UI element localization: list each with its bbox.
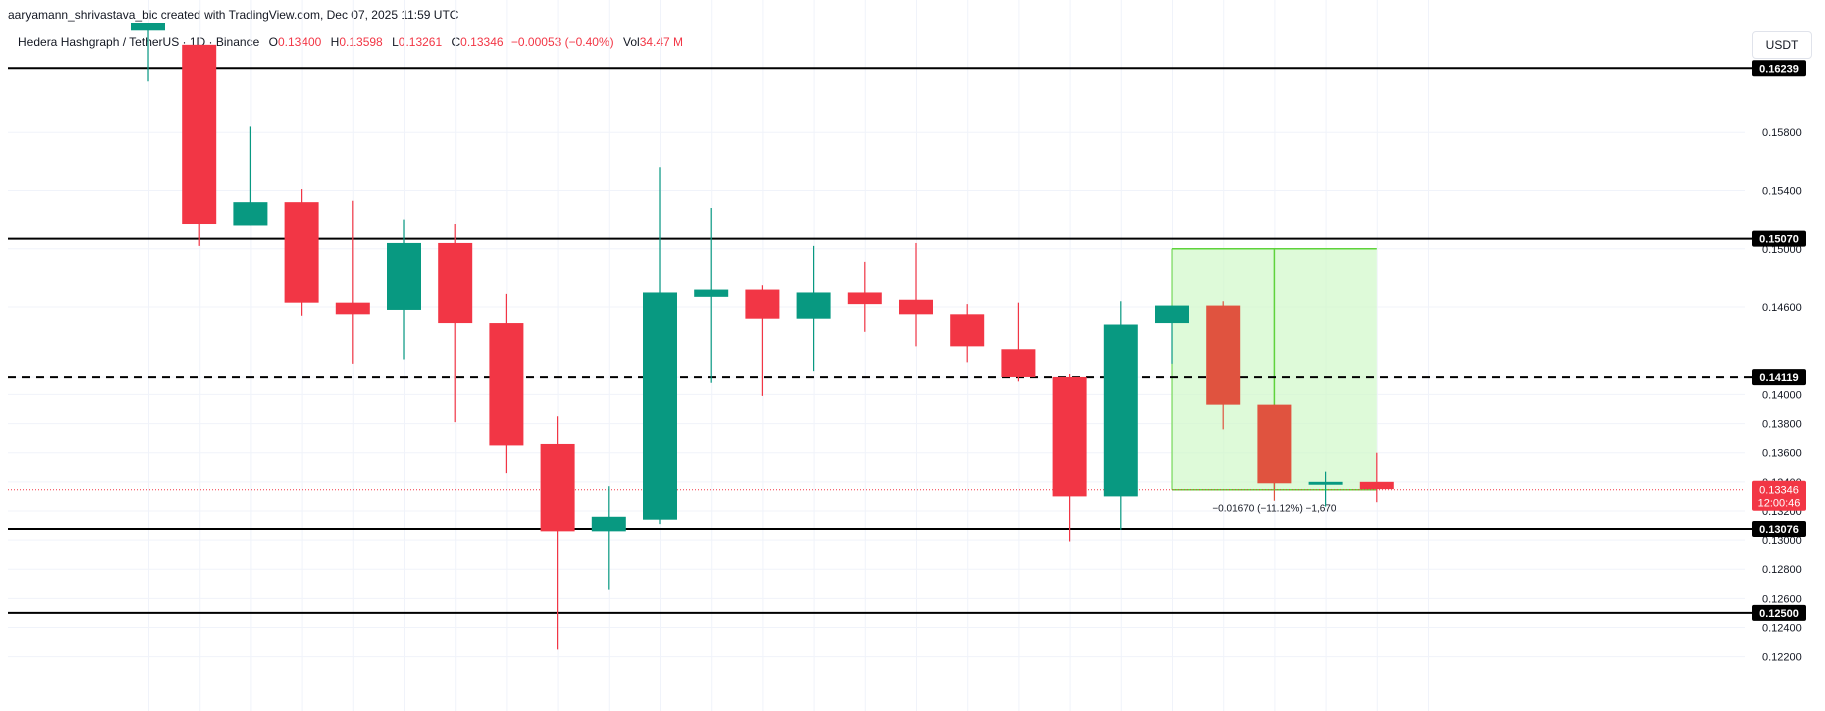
candle-body[interactable] [796, 292, 831, 319]
candle-body[interactable] [1001, 349, 1036, 377]
y-tick-label: 0.15400 [1762, 186, 1802, 198]
low-label: L [392, 35, 399, 49]
y-tick-label: 0.12600 [1762, 593, 1802, 605]
candle-body[interactable] [899, 299, 933, 315]
candle-body[interactable] [1206, 305, 1241, 405]
level-price-label: 0.14119 [1759, 372, 1798, 384]
level-price-label: 0.16239 [1759, 63, 1799, 75]
y-tick-label: 0.12800 [1762, 564, 1802, 576]
level-price-badge [1752, 60, 1806, 77]
level-price-badge [1752, 230, 1806, 247]
y-tick-label: 0.15000 [1762, 244, 1802, 256]
last-price-label: 0.13346 [1759, 485, 1799, 497]
level-price-badge [1752, 369, 1806, 386]
level-price-label: 0.15070 [1759, 234, 1799, 246]
candle-body[interactable] [591, 516, 626, 532]
bar-countdown-label: 12:00:46 [1758, 498, 1801, 510]
close-value: 0.13346 [460, 35, 504, 49]
candle-body[interactable] [284, 202, 319, 303]
y-tick-label: 0.13800 [1762, 419, 1802, 431]
chart-credit: aaryamann_shrivastava_bic created with T… [8, 8, 459, 22]
change-value: −0.00053 (−0.40%) [510, 35, 614, 49]
level-price-label: 0.13076 [1759, 524, 1799, 536]
volume-value: 34.47 M [639, 35, 684, 49]
last-price-badge [1752, 480, 1806, 511]
level-price-label: 0.12500 [1759, 608, 1799, 620]
low-value: 0.13261 [398, 35, 443, 49]
candle-body[interactable] [745, 289, 780, 319]
candle-body[interactable] [643, 292, 677, 520]
level-price-badge [1752, 604, 1806, 621]
candle-body[interactable] [438, 242, 473, 324]
open-label: O [268, 35, 278, 49]
y-tick-label: 0.13000 [1762, 535, 1802, 547]
y-tick-label: 0.14600 [1762, 302, 1802, 314]
candle-body[interactable] [182, 44, 217, 225]
y-tick-label: 0.13600 [1762, 448, 1802, 460]
candle-body[interactable] [387, 242, 421, 310]
candle-body[interactable] [540, 443, 575, 532]
candle-body[interactable] [694, 289, 729, 297]
open-value: 0.13400 [277, 35, 322, 49]
candle-body[interactable] [233, 202, 268, 226]
y-tick-label: 0.12200 [1762, 652, 1802, 664]
candle-body[interactable] [950, 314, 985, 347]
candle-body[interactable] [489, 323, 524, 446]
candle-body[interactable] [847, 292, 882, 305]
price-range-label: −0.01670 (−11.12%) −1,670 [1212, 504, 1337, 515]
y-tick-label: 0.14000 [1762, 389, 1802, 401]
candle-body[interactable] [1308, 481, 1343, 485]
candle-body[interactable] [335, 302, 370, 315]
high-value: 0.13598 [339, 35, 383, 49]
level-price-badge [1752, 521, 1806, 538]
candle-body[interactable] [1257, 404, 1292, 484]
currency-unit-button[interactable]: USDT [1752, 31, 1812, 59]
candle-body[interactable] [1359, 481, 1394, 490]
candle-body[interactable] [1155, 305, 1189, 324]
volume-label: Vol [623, 35, 640, 49]
y-tick-label: 0.12400 [1762, 622, 1802, 634]
candle-body[interactable] [1103, 324, 1138, 497]
candle-body[interactable] [131, 23, 165, 31]
candle-body[interactable] [1052, 376, 1087, 497]
y-tick-label: 0.15800 [1762, 127, 1802, 139]
high-label: H [330, 35, 340, 49]
